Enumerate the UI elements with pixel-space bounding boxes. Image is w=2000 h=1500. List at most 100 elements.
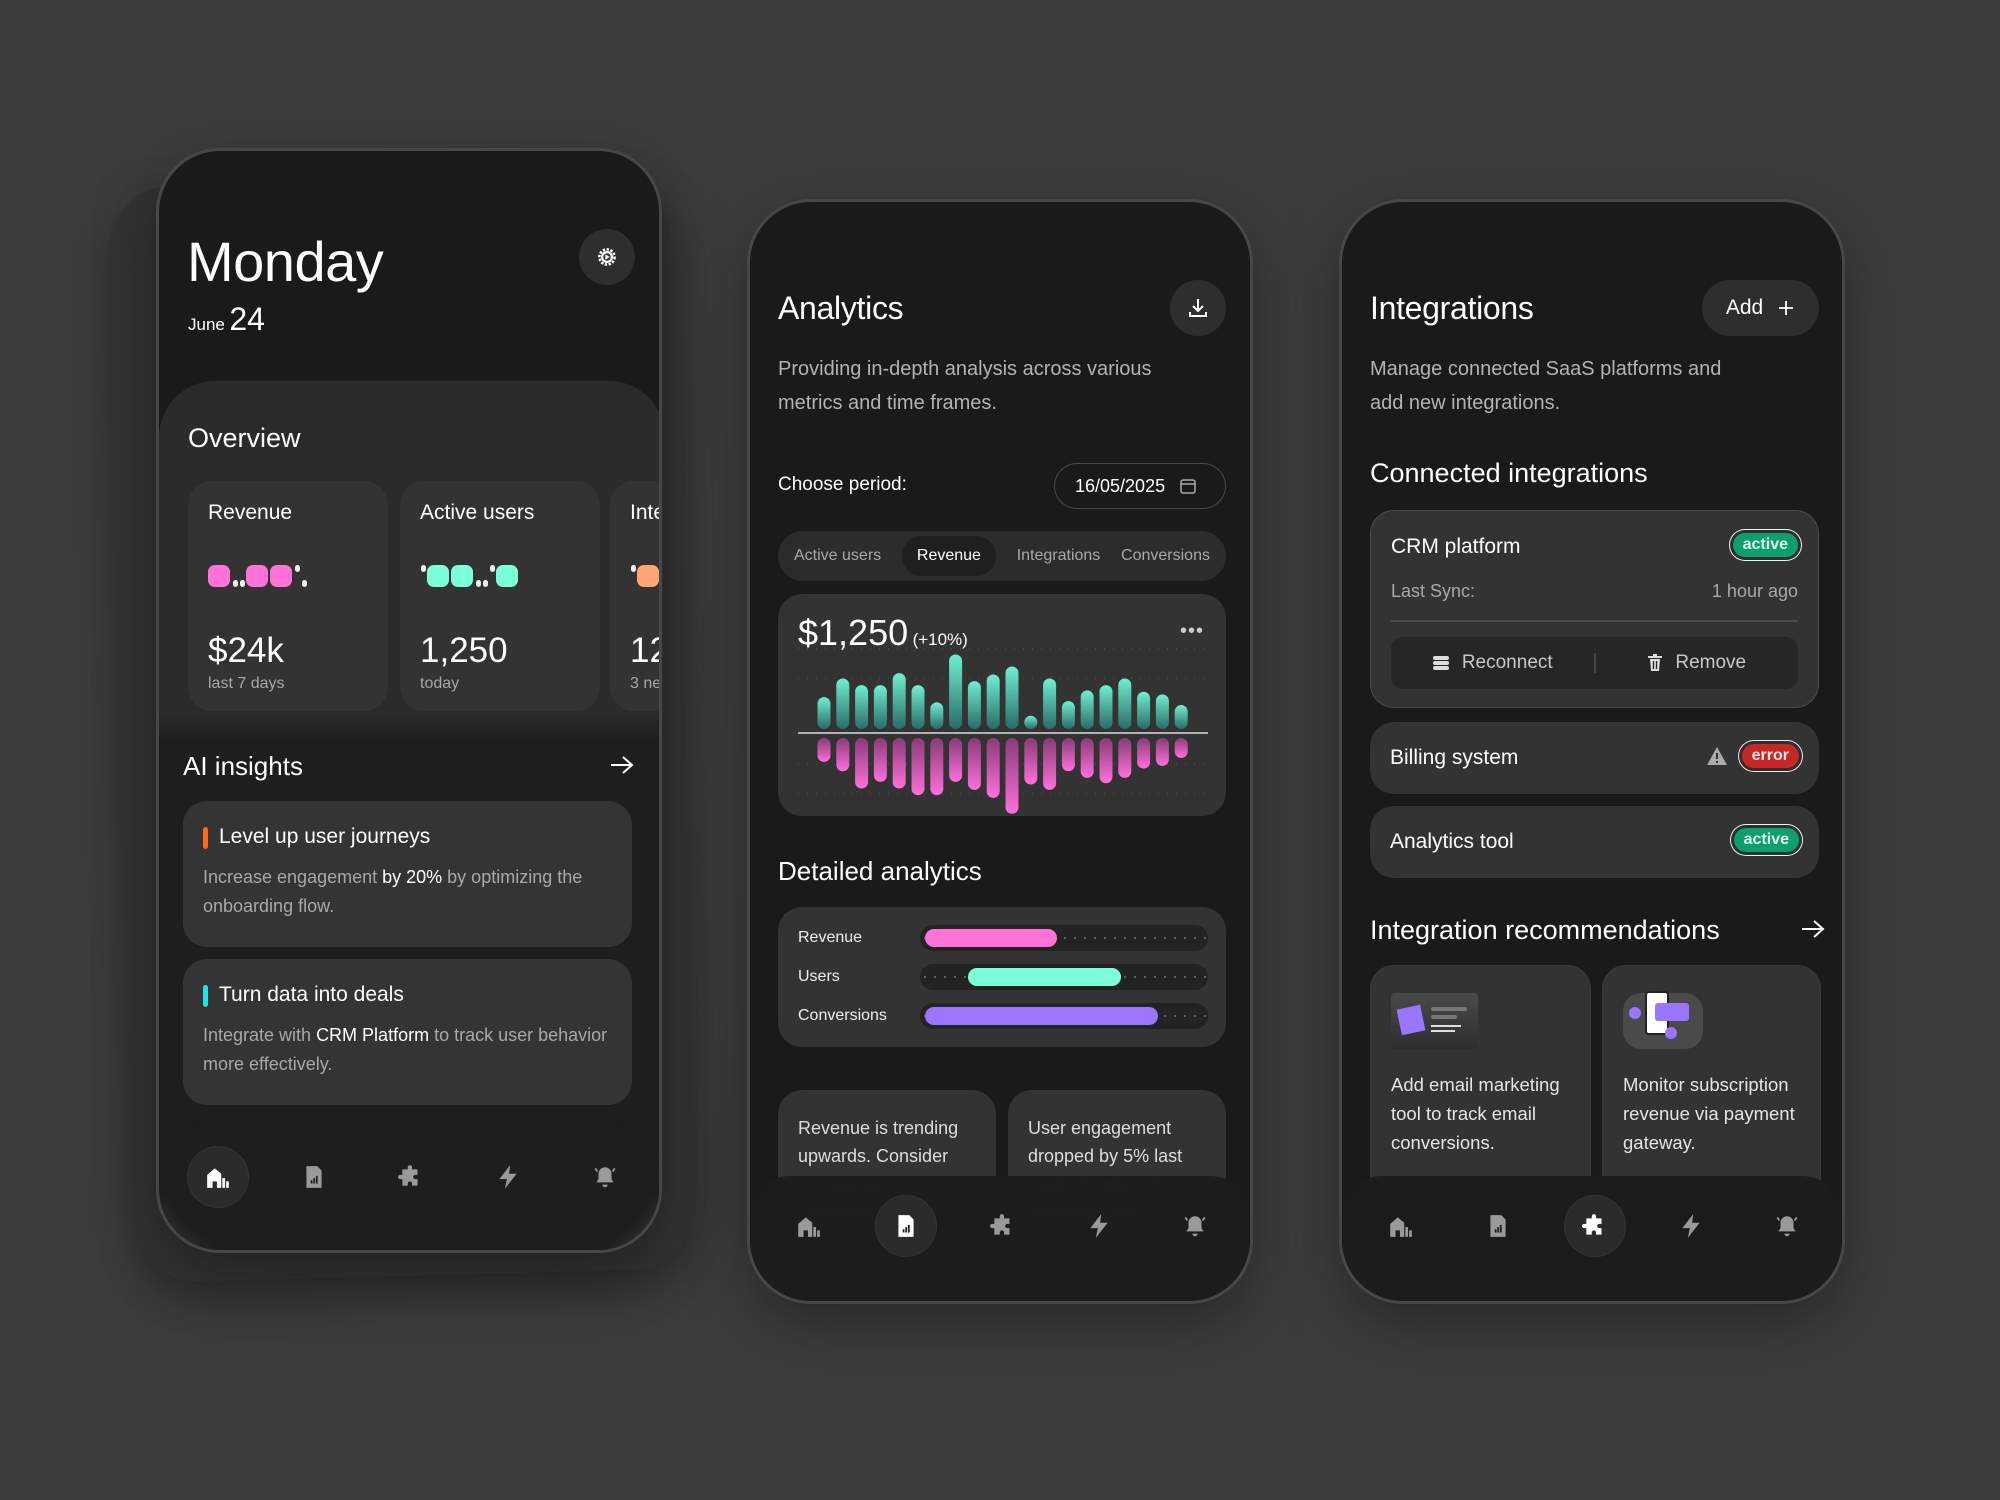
metric-sparkline xyxy=(630,565,659,587)
crm-actions: Reconnect Remove xyxy=(1391,637,1798,689)
integration-card-billing[interactable]: Billing system error xyxy=(1370,722,1819,794)
chart-bar-down xyxy=(873,738,887,782)
nav-reports[interactable] xyxy=(283,1146,345,1208)
chart-bar-down xyxy=(1155,738,1169,766)
puzzle-icon xyxy=(1582,1213,1608,1239)
chart-bar-up xyxy=(892,673,906,729)
arrow-right-icon[interactable] xyxy=(609,754,635,776)
integration-name: CRM platform xyxy=(1391,535,1521,558)
bottom-nav xyxy=(159,1125,659,1250)
nav-automations[interactable] xyxy=(477,1146,539,1208)
analytics-screen: Analytics Providing in-depth analysis ac… xyxy=(747,199,1253,1304)
ai-insights-title: AI insights xyxy=(183,751,303,781)
chart-bar-up xyxy=(1118,678,1132,729)
home-icon xyxy=(1388,1213,1414,1239)
chart-bar-down xyxy=(817,738,831,762)
chart-bar-down xyxy=(1080,738,1094,778)
chart-bar-up xyxy=(1061,701,1075,729)
month-label: June xyxy=(188,315,225,334)
detail-track xyxy=(920,1003,1208,1029)
nav-integrations[interactable] xyxy=(972,1195,1034,1257)
nav-automations[interactable] xyxy=(1660,1195,1722,1257)
tab-revenue[interactable]: Revenue xyxy=(901,536,996,576)
recommendation-card[interactable]: Add email marketing tool to track email … xyxy=(1370,965,1591,1205)
more-options-button[interactable]: ••• xyxy=(1179,620,1204,642)
nav-automations[interactable] xyxy=(1068,1195,1130,1257)
remove-button[interactable]: Remove xyxy=(1596,652,1799,674)
chart-bar-up xyxy=(1174,705,1188,729)
nav-notifications[interactable] xyxy=(1164,1195,1226,1257)
nav-home[interactable] xyxy=(1370,1195,1432,1257)
nav-notifications[interactable] xyxy=(1756,1195,1818,1257)
reconnect-button[interactable]: Reconnect xyxy=(1391,652,1594,674)
metric-card-integrations[interactable]: Inte 12 3 ne xyxy=(610,481,662,711)
period-label: Choose period: xyxy=(778,474,907,495)
metric-sub: today xyxy=(420,675,460,692)
report-icon xyxy=(301,1164,327,1190)
nav-reports[interactable] xyxy=(1467,1195,1529,1257)
tab-active-users[interactable]: Active users xyxy=(794,547,882,564)
chart-bar-down xyxy=(836,738,850,772)
detail-fill xyxy=(968,968,1121,986)
detail-label: Conversions xyxy=(798,1007,887,1024)
divider xyxy=(1593,653,1596,673)
nav-notifications[interactable] xyxy=(574,1146,636,1208)
nav-integrations[interactable] xyxy=(1564,1195,1626,1257)
nav-home[interactable] xyxy=(187,1146,249,1208)
metric-value: $24k xyxy=(208,631,284,670)
nav-reports[interactable] xyxy=(875,1195,937,1257)
chart-bar-up xyxy=(1137,691,1151,729)
insight-body: Increase engagement by 20% by optimizing… xyxy=(203,867,583,916)
chart-bar-up xyxy=(986,674,1000,729)
home-icon xyxy=(205,1164,231,1190)
chart-bar-up xyxy=(1043,678,1057,729)
metric-sparkline xyxy=(420,565,520,587)
revenue-amount: $1,250 (+10%) xyxy=(798,612,968,653)
chart-bar-down xyxy=(986,738,1000,798)
detail-label: Users xyxy=(798,968,840,985)
nav-integrations[interactable] xyxy=(380,1146,442,1208)
gear-icon xyxy=(598,248,616,266)
chart-bar-up xyxy=(855,685,869,729)
plus-icon xyxy=(1779,301,1794,315)
chart-bar-up xyxy=(930,702,944,729)
integration-name: Billing system xyxy=(1390,746,1519,769)
chart-bar-down xyxy=(1024,738,1038,785)
chart-bar-down xyxy=(1061,738,1075,772)
metric-sub: 3 ne xyxy=(630,675,662,692)
nav-home[interactable] xyxy=(778,1195,840,1257)
trash-icon xyxy=(1648,654,1663,671)
status-badge: active xyxy=(1733,828,1799,852)
insight-card[interactable]: Turn data into deals Integrate with CRM … xyxy=(183,959,632,1105)
chart-bar-down xyxy=(1174,738,1188,758)
arrow-right-icon[interactable] xyxy=(1800,918,1826,940)
integration-card-crm[interactable]: CRM platform active Last Sync: 1 hour ag… xyxy=(1370,510,1819,708)
detailed-analytics-card: Revenue Users Conversions xyxy=(778,907,1226,1047)
tab-integrations[interactable]: Integrations xyxy=(1016,547,1101,564)
calendar-icon xyxy=(1180,479,1196,494)
bell-icon xyxy=(592,1164,618,1190)
metric-card-active-users[interactable]: Active users 1,250 today xyxy=(400,481,600,711)
settings-button[interactable] xyxy=(579,229,635,285)
status-badge: active xyxy=(1732,533,1798,557)
divider xyxy=(1391,620,1798,622)
page-title: Analytics xyxy=(778,290,904,326)
chart-bar-down xyxy=(949,738,963,782)
metric-card-revenue[interactable]: Revenue $24k last 7 days xyxy=(188,481,388,711)
date-picker[interactable]: 16/05/2025 xyxy=(1054,463,1226,509)
chart-bar-up xyxy=(911,685,925,729)
date-value: 16/05/2025 xyxy=(1075,475,1166,496)
metric-label: Revenue xyxy=(208,501,293,524)
add-integration-button[interactable]: Add xyxy=(1702,280,1819,336)
recommendation-card[interactable]: Monitor subscription revenue via payment… xyxy=(1602,965,1821,1205)
bolt-icon xyxy=(495,1164,521,1190)
chart-bar-up xyxy=(949,654,963,729)
insight-title: Turn data into deals xyxy=(219,983,404,1006)
bell-icon xyxy=(1182,1213,1208,1239)
tab-conversions[interactable]: Conversions xyxy=(1121,547,1210,564)
download-button[interactable] xyxy=(1170,280,1226,336)
integration-card-analytics[interactable]: Analytics tool active xyxy=(1370,806,1819,878)
insight-card[interactable]: Level up user journeys Increase engageme… xyxy=(183,801,632,947)
metric-label: Active users xyxy=(420,501,535,524)
chart-bar-up xyxy=(817,697,831,729)
